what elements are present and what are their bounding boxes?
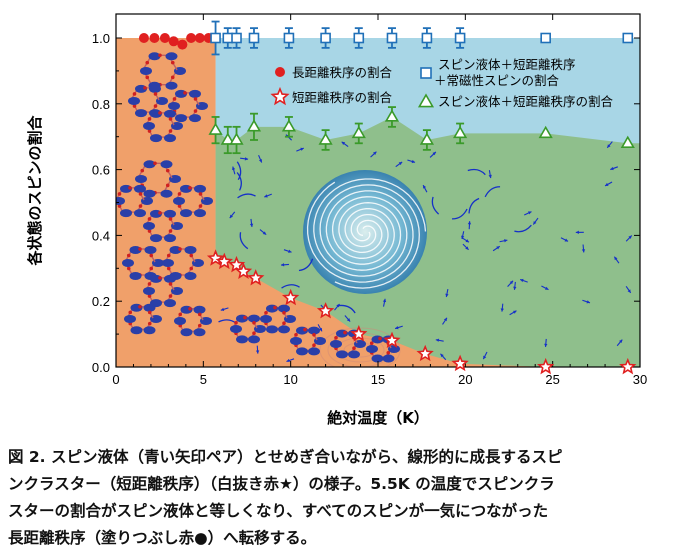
legend-marker-lro xyxy=(275,67,285,77)
y-tick-label: 0.2 xyxy=(92,294,110,309)
sl-sro-para-point xyxy=(284,34,293,43)
x-tick-label: 0 xyxy=(112,372,119,387)
sl-sro-para-point xyxy=(321,34,330,43)
caption-line-4: 長距離秩序（塗りつぶし赤●）へ転移する。 xyxy=(8,525,672,552)
long-range-order-point xyxy=(169,36,179,46)
y-tick-label: 0.0 xyxy=(92,360,110,375)
long-range-order-point xyxy=(149,33,159,43)
sl-sro-para-point xyxy=(232,34,241,43)
legend-label-lro: 長距離秩序の割合 xyxy=(292,65,393,80)
legend-label-sl-sro-para: スピン液体＋短距離秩序＋常磁性スピンの割合 xyxy=(434,57,576,88)
chart: 0 5 10 15 20 25 30 0.0 0.2 0.4 0.6 0.8 1.0 絶対温度（K） 各状態… xyxy=(0,0,678,440)
y-axis-label: 各状態のスピンの割合 xyxy=(26,115,44,267)
sl-sro-para-point xyxy=(249,34,258,43)
y-tick-label: 0.4 xyxy=(92,228,110,243)
long-range-order-point xyxy=(195,33,205,43)
caption-line-3: スターの割合がスピン液体と等しくなり、すべてのスピンが一気につながった xyxy=(8,498,672,525)
sl-sro-para-point xyxy=(223,34,232,43)
sl-sro-para-point xyxy=(387,34,396,43)
x-tick-label: 15 xyxy=(371,372,385,387)
x-tick-label: 20 xyxy=(458,372,472,387)
figure-caption: 図 2. スピン液体（青い矢印ペア）とせめぎ合いながら、線形的に成長するスピ ン… xyxy=(8,444,672,552)
y-tick-label: 0.6 xyxy=(92,163,110,178)
sl-sro-para-point xyxy=(422,34,431,43)
x-tick-label: 25 xyxy=(545,372,559,387)
long-range-order-point xyxy=(160,33,170,43)
sl-sro-para-point xyxy=(211,34,220,43)
long-range-order-point xyxy=(139,33,149,43)
sl-sro-para-point xyxy=(354,34,363,43)
x-tick-label: 10 xyxy=(283,372,297,387)
y-tick-label: 0.8 xyxy=(92,97,110,112)
legend-label-sl-sro: スピン液体＋短距離秩序の割合 xyxy=(438,94,614,109)
caption-line-2: ンクラスター（短距離秩序）（白抜き赤★）の様子。5.5K の温度でスピンクラ xyxy=(8,471,672,498)
sl-sro-para-point xyxy=(623,34,632,43)
legend-label-sro: 短距離秩序の割合 xyxy=(292,90,393,105)
caption-line-1: 図 2. スピン液体（青い矢印ペア）とせめぎ合いながら、線形的に成長するスピ xyxy=(8,444,672,471)
long-range-order-point xyxy=(186,33,196,43)
x-tick-label: 30 xyxy=(633,372,647,387)
x-axis-label: 絶対温度（K） xyxy=(327,409,429,427)
sl-sro-para-point xyxy=(541,34,550,43)
long-range-order-point xyxy=(177,40,187,50)
x-tick-label: 5 xyxy=(200,372,207,387)
legend-marker-sl-sro-para xyxy=(421,68,431,78)
y-tick-label: 1.0 xyxy=(92,31,110,46)
sl-sro-para-point xyxy=(456,34,465,43)
